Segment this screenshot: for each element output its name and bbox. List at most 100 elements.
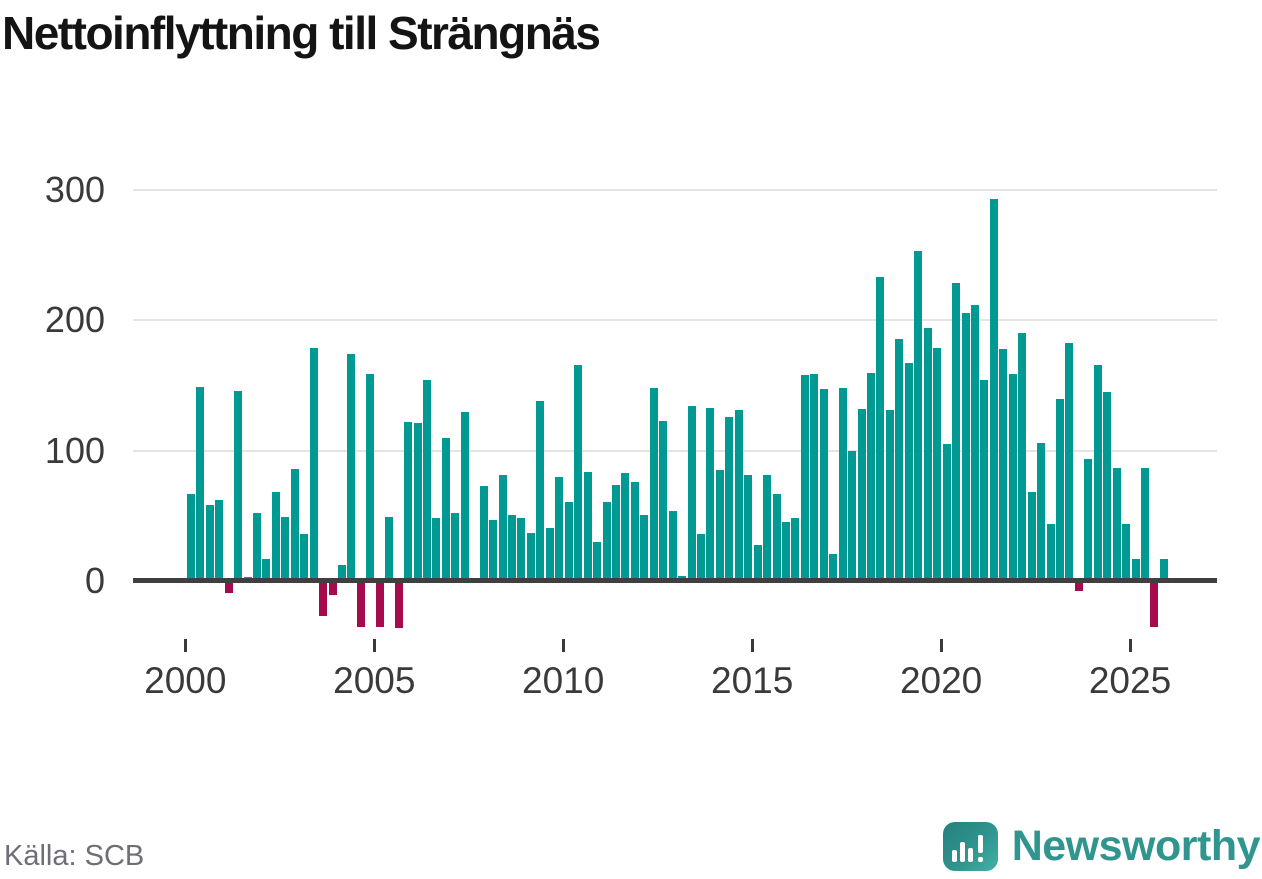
bar-2010Q4 — [593, 541, 601, 581]
bar-2006Q1 — [413, 423, 422, 581]
bar-2016Q3 — [810, 373, 819, 581]
bar-2021Q3 — [999, 349, 1008, 581]
bar-2009Q3 — [545, 527, 554, 581]
bar-2005Q4 — [404, 422, 413, 581]
bar-2025Q1 — [1131, 558, 1140, 581]
bar-2002Q4 — [290, 468, 299, 581]
bar-2022Q2 — [1027, 492, 1036, 581]
logo-bar-2 — [959, 841, 965, 862]
bar-2004Q4 — [366, 373, 375, 581]
bar-2016Q4 — [819, 389, 828, 581]
x-tick-mark-2015 — [750, 639, 754, 652]
logo-exclamation-dot — [977, 856, 983, 862]
bar-2003Q3 — [319, 581, 328, 617]
y-tick-label-0: 0 — [84, 560, 105, 601]
bar-2009Q4 — [555, 476, 564, 581]
bar-2005Q2 — [385, 517, 394, 581]
bar-2023Q1 — [1055, 398, 1064, 581]
x-tick-label-2010: 2010 — [522, 660, 605, 701]
x-tick-label-2015: 2015 — [711, 660, 794, 701]
bar-2005Q3 — [394, 581, 403, 628]
bar-2000Q4 — [215, 500, 224, 581]
bar-2020Q4 — [970, 304, 979, 581]
bar-2012Q1 — [640, 514, 649, 581]
bar-2015Q4 — [782, 522, 790, 581]
bar-2022Q1 — [1018, 333, 1027, 581]
bar-2000Q1 — [186, 493, 195, 581]
bar-2022Q4 — [1046, 523, 1055, 581]
bar-2015Q3 — [772, 493, 781, 581]
bar-2014Q1 — [715, 470, 724, 581]
gridline-100 — [133, 449, 1217, 452]
logo-bar-1 — [951, 849, 957, 862]
chart-title: Nettoinflyttning till Strängnäs — [2, 7, 601, 59]
bar-2021Q1 — [980, 380, 989, 581]
bar-2020Q2 — [952, 282, 960, 581]
x-tick-label-2025: 2025 — [1088, 660, 1172, 701]
bar-2001Q2 — [234, 390, 242, 581]
bar-2025Q3 — [1150, 581, 1159, 627]
bar-2013Q2 — [687, 406, 696, 581]
bar-2017Q2 — [838, 388, 847, 581]
x-tick-mark-2000 — [183, 639, 187, 652]
bar-2014Q2 — [725, 416, 734, 581]
bar-2014Q4 — [744, 475, 753, 581]
newsworthy-speech-bubble-chart-icon — [942, 821, 998, 879]
bar-2004Q1 — [338, 565, 346, 581]
bar-2006Q4 — [441, 437, 450, 581]
bar-2020Q1 — [942, 444, 951, 581]
bar-2011Q2 — [611, 484, 620, 581]
bar-2003Q2 — [309, 347, 318, 581]
logo-exclamation-line — [977, 834, 983, 853]
x-tick-label-2005: 2005 — [333, 660, 416, 701]
bar-2008Q4 — [517, 518, 526, 581]
bar-2010Q3 — [583, 471, 592, 581]
bar-2011Q1 — [602, 501, 611, 581]
bar-2018Q3 — [885, 410, 894, 581]
bar-2019Q1 — [904, 363, 913, 581]
y-tick-label-300: 300 — [44, 169, 105, 210]
bar-2023Q3 — [1074, 581, 1083, 592]
bar-2012Q4 — [668, 510, 677, 581]
bar-2003Q1 — [300, 534, 309, 581]
bar-2001Q4 — [252, 513, 261, 581]
bar-2019Q4 — [933, 347, 942, 581]
bar-2009Q2 — [536, 401, 545, 581]
brand-logo: Newsworthy — [942, 814, 1261, 879]
x-tick-mark-2025 — [1128, 639, 1132, 652]
bar-2016Q2 — [800, 375, 809, 581]
gridline-200 — [133, 319, 1217, 322]
bar-2015Q1 — [753, 544, 762, 581]
bar-2008Q3 — [508, 514, 516, 581]
bar-2021Q4 — [1008, 373, 1017, 581]
x-tick-label-2000: 2000 — [144, 660, 227, 701]
bar-2000Q3 — [205, 505, 214, 581]
bar-2018Q1 — [867, 372, 875, 581]
bar-2004Q2 — [347, 354, 356, 581]
bar-2025Q2 — [1140, 467, 1149, 581]
x-tick-label-2020: 2020 — [899, 660, 983, 701]
bar-2008Q1 — [489, 519, 498, 581]
bar-2017Q4 — [857, 409, 866, 581]
bar-2021Q2 — [989, 199, 998, 581]
bar-2002Q2 — [271, 492, 280, 581]
x-tick-mark-2020 — [939, 639, 943, 652]
bar-2023Q2 — [1065, 342, 1074, 581]
bar-2007Q2 — [460, 411, 469, 581]
brand-wordmark: Newsworthy — [1011, 821, 1261, 870]
bar-2000Q2 — [196, 386, 205, 581]
bar-2018Q4 — [895, 338, 904, 581]
source-label: Källa: SCB — [4, 840, 145, 872]
bar-2002Q3 — [281, 517, 290, 581]
logo-bar-3 — [967, 847, 973, 862]
bar-2010Q2 — [574, 364, 583, 581]
y-tick-label-100: 100 — [44, 429, 105, 471]
bar-2003Q4 — [328, 581, 337, 596]
x-tick-mark-2005 — [372, 639, 376, 652]
y-tick-label-200: 200 — [44, 299, 105, 341]
bar-2004Q3 — [356, 581, 365, 627]
bar-2024Q4 — [1122, 523, 1131, 581]
gridline-300 — [133, 189, 1217, 191]
bar-2015Q2 — [763, 475, 772, 581]
